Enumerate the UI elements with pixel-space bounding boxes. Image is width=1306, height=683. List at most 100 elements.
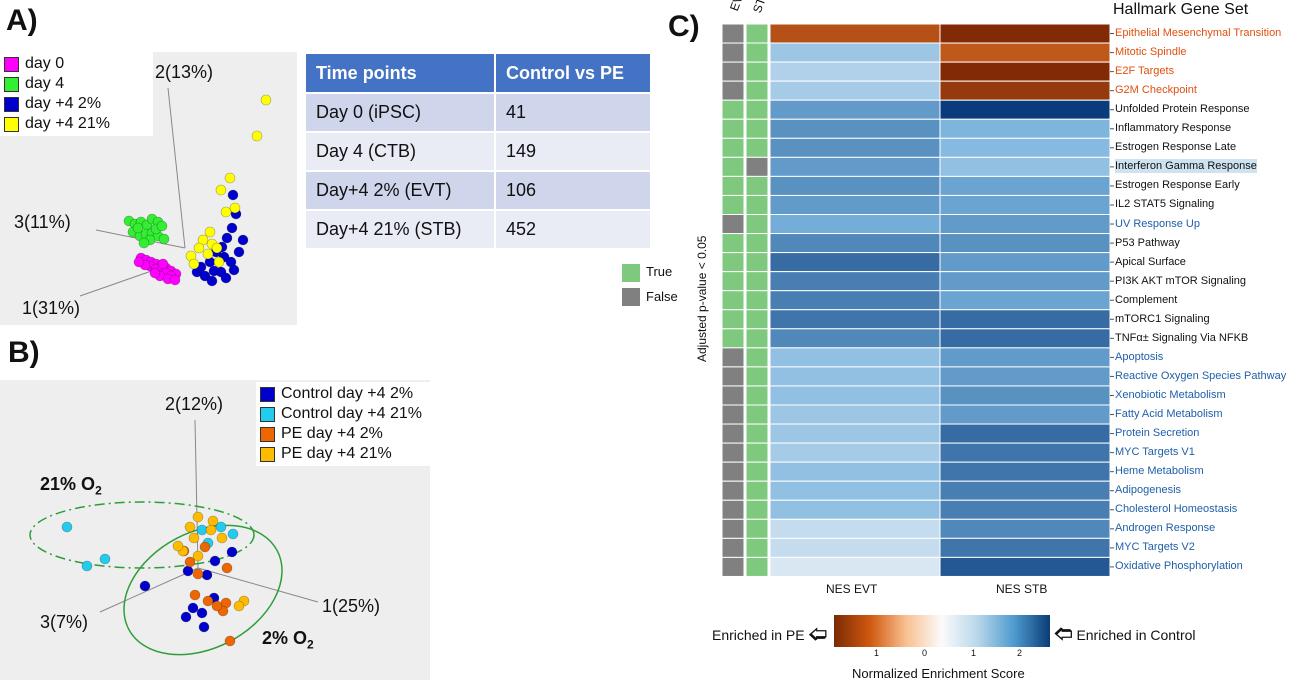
heatmap-cell-stb [939,537,1111,558]
heatmap-cell-stb [939,271,1111,292]
pca-b-legend-item: Control day +4 2% [260,384,432,404]
o2-gas: O [293,628,308,648]
scatter-point [198,621,210,633]
pca-b-legend-item: PE day +4 2% [260,424,432,444]
stb-significance-cell [745,404,769,425]
gene-set-label: P53 Pathway [1115,236,1180,249]
stb-significance-cell [745,366,769,387]
table-row: Day+4 2% (EVT) 106 [306,170,650,210]
evt-significance-cell [721,480,745,501]
heatmap-cell-stb [939,42,1111,63]
evt-significance-cell [721,309,745,330]
scatter-point [149,267,161,279]
gene-set-label: Complement [1115,293,1178,306]
scatter-point [227,528,239,540]
gene-set-label: MYC Targets V1 [1115,446,1195,459]
heatmap-cell-stb [939,61,1111,82]
label-21-o2: 21% O2 [40,474,102,498]
scatter-point [209,555,221,567]
heatmap-cell-stb [939,23,1111,44]
table-header-row: Time points Control vs PE [306,54,650,93]
ellipse-21-o2 [29,501,255,569]
stb-significance-cell [745,118,769,139]
heatmap-cell-evt [769,537,941,558]
pca-b-legend-item: Control day +4 21% [260,404,432,424]
stb-significance-cell [745,347,769,368]
pca-a-label-pc1: 1(31%) [22,298,81,318]
scatter-point [138,237,150,249]
gene-set-label: Interferon Gamma Response [1115,159,1257,174]
gene-set-label: Xenobiotic Metabolism [1115,388,1226,401]
pca-a-legend-item: day +4 2% [4,94,149,114]
legend-true-swatch [622,264,640,282]
gene-set-label: PI3K AKT mTOR Signaling [1115,274,1247,287]
stb-significance-cell [745,23,769,44]
pca-b-axis-pc1 [197,567,319,603]
stb-significance-cell [745,99,769,120]
heatmap-cell-stb [939,423,1111,444]
heatmap-cell-evt [769,385,941,406]
scatter-point [188,258,200,270]
scatter-point [180,611,192,623]
heatmap-cell-evt [769,42,941,63]
table-cell: 106 [494,170,650,210]
evt-significance-cell [721,366,745,387]
gene-set-label: Fatty Acid Metabolism [1115,408,1223,420]
evt-significance-cell [721,556,745,577]
heatmap-cell-stb [939,499,1111,520]
scatter-point [202,595,214,607]
column-label-nes-evt: NES EVT [826,582,878,596]
heatmap-cell-stb [939,366,1111,387]
scatter-point [132,222,144,234]
heatmap-cell-evt [769,499,941,520]
stb-significance-cell [745,290,769,311]
pca-a-legend: day 0 day 4 day +4 2% day +4 21% [0,52,153,136]
legend-label: day +4 2% [25,95,102,112]
stb-significance-cell [745,156,769,177]
colorbar-right-label: 🢢 Enriched in Control [1054,622,1196,652]
heatmap-cell-evt [769,23,941,44]
evt-significance-cell [721,499,745,520]
scatter-point [139,580,151,592]
heatmap-cell-evt [769,290,941,311]
heatmap-cell-stb [939,214,1111,235]
evt-significance-cell [721,233,745,254]
colorbar-title: Normalized Enrichment Score [852,666,1025,681]
stb-significance-cell [745,233,769,254]
evt-significance-cell [721,118,745,139]
legend-swatch [4,116,19,132]
scatter-point [156,220,168,232]
time-points-table: Time points Control vs PE Day 0 (iPSC) 4… [306,54,650,248]
arrow-right-icon: 🢢 [1054,624,1073,644]
gene-set-label: Cholesterol Homeostasis [1115,503,1238,516]
heatmap-cell-evt [769,80,941,101]
scatter-point [187,602,199,614]
stb-significance-cell [745,537,769,558]
legend-label: day 0 [25,55,65,72]
colorbar [834,615,1050,647]
scatter-point [172,540,184,552]
gene-set-label: Estrogen Response Late [1115,141,1237,154]
legend-label: day +4 21% [25,115,110,132]
o2-sub: 2 [307,637,314,652]
scatter-point [202,248,214,260]
heatmap-cell-stb [939,194,1111,215]
scatter-point [99,553,111,565]
scatter-point [158,233,170,245]
legend-swatch [260,426,275,442]
scatter-point [226,222,238,234]
scatter-point [220,206,232,218]
heatmap-cell-stb [939,175,1111,196]
evt-significance-cell [721,347,745,368]
scatter-point [216,532,228,544]
table-cell: Day+4 2% (EVT) [306,170,495,210]
heatmap-cell-evt [769,480,941,501]
heatmap-cell-stb [939,442,1111,463]
heatmap-cell-stb [939,137,1111,158]
evt-significance-cell [721,42,745,63]
heatmap-cell-evt [769,175,941,196]
stb-significance-cell [745,385,769,406]
scatter-point [211,600,223,612]
table-cell: 41 [494,92,650,132]
heatmap-cell-evt [769,556,941,577]
